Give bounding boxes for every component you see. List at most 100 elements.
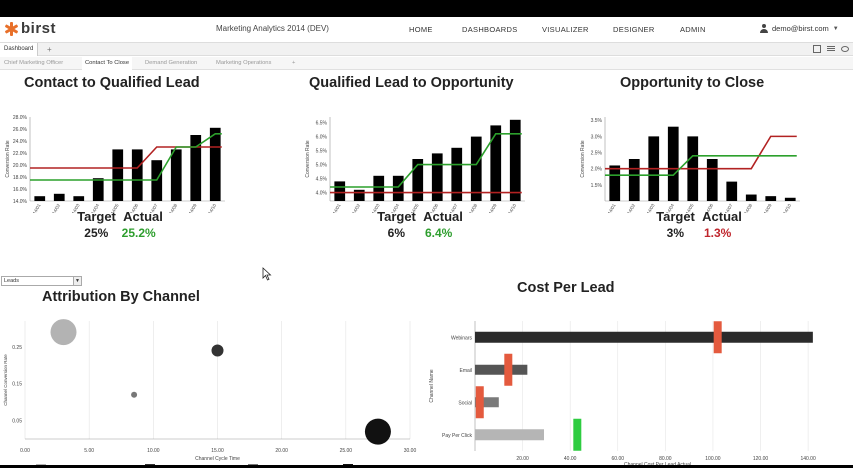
y-tick-label: 3.0%: [591, 134, 603, 140]
y-axis-label: Channel Name: [429, 369, 435, 403]
x-tick-label: 25.00: [340, 448, 353, 454]
birst-logo-icon: [4, 21, 18, 36]
scatter-point: [364, 418, 391, 445]
kpi-target-label: Target: [656, 209, 695, 224]
y-tick-label: 22.0%: [13, 151, 28, 157]
bar: [73, 196, 85, 201]
chart-title-qualified-lead-to-opportunity: Qualified Lead to Opportunity: [309, 75, 514, 91]
y-tick-label: 0.25: [12, 345, 22, 351]
x-tick-label: 2014/09: [760, 203, 773, 213]
bar: [609, 165, 621, 201]
grid-icon[interactable]: [813, 45, 821, 53]
y-tick-label: Webinars: [451, 335, 473, 341]
kpi-target-value: 6%: [387, 226, 405, 240]
bar: [209, 127, 221, 201]
x-tick-label: 2014/02: [349, 203, 362, 213]
nav-admin[interactable]: ADMIN: [680, 25, 706, 34]
kpi-actual-label: Actual: [123, 209, 163, 224]
x-tick-label: 2014/04: [663, 203, 676, 213]
chart-attribution-by-channel: 0.00 5.00 10.00 15.00 20.00 25.00 30.00 0.05 0.1…: [3, 319, 417, 465]
tab-demand-generation[interactable]: Demand Generation: [145, 60, 198, 66]
bar: [451, 147, 463, 201]
y-tick-label: 16.0%: [13, 187, 28, 193]
list-icon[interactable]: [827, 45, 835, 53]
legend-swatch: [248, 464, 258, 465]
kpi-target-value: 25%: [84, 226, 109, 240]
chevron-down-icon[interactable]: ▼: [73, 277, 81, 285]
kpi-qualified-lead-to-opportunity: Target Actual 6% 6.4%: [370, 209, 470, 240]
chart-qualified-lead-to-opportunity: 4.0% 4.5% 5.0% 5.5% 6.0% 6.5% Conversion Rate 2…: [305, 117, 525, 213]
x-tick-label: 10.00: [147, 448, 160, 454]
bar: [726, 181, 738, 201]
y-tick-label: 1.5%: [591, 183, 603, 189]
dashboard-tab-bar: Dashboard +: [0, 43, 853, 56]
x-tick-label: 2014/01: [329, 203, 342, 213]
nav-designer[interactable]: DESIGNER: [613, 25, 655, 34]
user-menu[interactable]: demo@birst.com ▼: [760, 24, 839, 33]
x-tick-label: 2014/10: [505, 203, 518, 213]
actual-line: [330, 133, 522, 188]
y-tick-label: 2.0%: [591, 167, 603, 173]
bar: [509, 119, 521, 201]
bar: [131, 149, 143, 201]
scatter-point: [50, 319, 77, 346]
tab-marketing-operations[interactable]: Marketing Operations: [216, 60, 272, 66]
tab-contact-to-close[interactable]: Contact To Close: [82, 57, 133, 70]
bar: [475, 364, 528, 375]
scatter-point: [131, 391, 138, 398]
target-marker: [475, 386, 484, 419]
bar: [667, 126, 679, 201]
y-tick-label: 28.0%: [13, 115, 28, 121]
nav-home[interactable]: HOME: [409, 25, 433, 34]
x-tick-label: 60.00: [612, 456, 625, 462]
y-tick-label: 0.15: [12, 382, 22, 388]
kpi-actual-label: Actual: [423, 209, 463, 224]
x-tick-label: 2014/06: [427, 203, 440, 213]
x-tick-label: 2014/08: [166, 203, 179, 213]
y-tick-label: Email: [459, 368, 472, 374]
x-tick-label: 5.00: [84, 448, 94, 454]
bar: [784, 197, 796, 201]
x-tick-label: 2014/10: [780, 203, 793, 213]
y-tick-label: Social: [458, 400, 472, 406]
legend-swatch: [36, 464, 46, 465]
bar: [706, 159, 718, 201]
target-marker: [573, 418, 582, 451]
kpi-target-label: Target: [377, 209, 416, 224]
metric-select[interactable]: Leads ▼: [1, 276, 82, 286]
add-tab-button[interactable]: +: [47, 45, 52, 54]
birst-logo[interactable]: birst: [4, 20, 56, 37]
bar: [112, 149, 124, 201]
nav-dashboards[interactable]: DASHBOARDS: [462, 25, 518, 34]
x-tick-label: 2014/10: [205, 203, 218, 213]
bar: [34, 196, 46, 201]
x-tick-label: 2014/01: [604, 203, 617, 213]
legend-swatch: [145, 464, 155, 465]
chart-opportunity-to-close: 1.5% 2.0% 2.5% 3.0% 3.5% Conversion Rate 2014/…: [580, 117, 800, 213]
chart-title-attribution-by-channel: Attribution By Channel: [42, 289, 200, 305]
x-tick-label: 2014/07: [446, 203, 459, 213]
x-tick-label: 2014/04: [388, 203, 401, 213]
chart-title-opportunity-to-close: Opportunity to Close: [620, 75, 765, 91]
tab-dashboard[interactable]: Dashboard: [0, 43, 39, 56]
y-tick-label: Pay Per Click: [442, 433, 473, 439]
bar: [53, 193, 65, 201]
y-tick-label: 18.0%: [13, 175, 28, 181]
tab-chief-marketing-officer[interactable]: Chief Marketing Officer: [4, 60, 64, 66]
y-tick-label: 6.5%: [316, 121, 328, 127]
bar: [628, 159, 640, 201]
nav-visualizer[interactable]: VISUALIZER: [542, 25, 589, 34]
bar: [190, 135, 202, 201]
x-tick-label: 30.00: [404, 448, 417, 454]
target-marker: [504, 353, 513, 386]
x-tick-label: 2014/09: [485, 203, 498, 213]
x-tick-label: 2014/08: [466, 203, 479, 213]
bar: [475, 429, 544, 441]
view-icon[interactable]: [841, 46, 849, 52]
add-page-button[interactable]: +: [292, 60, 296, 66]
actual-line: [605, 154, 797, 176]
bar: [745, 194, 757, 201]
bar: [334, 181, 346, 201]
x-tick-label: 2014/02: [624, 203, 637, 213]
x-tick-label: 2014/06: [127, 203, 140, 213]
